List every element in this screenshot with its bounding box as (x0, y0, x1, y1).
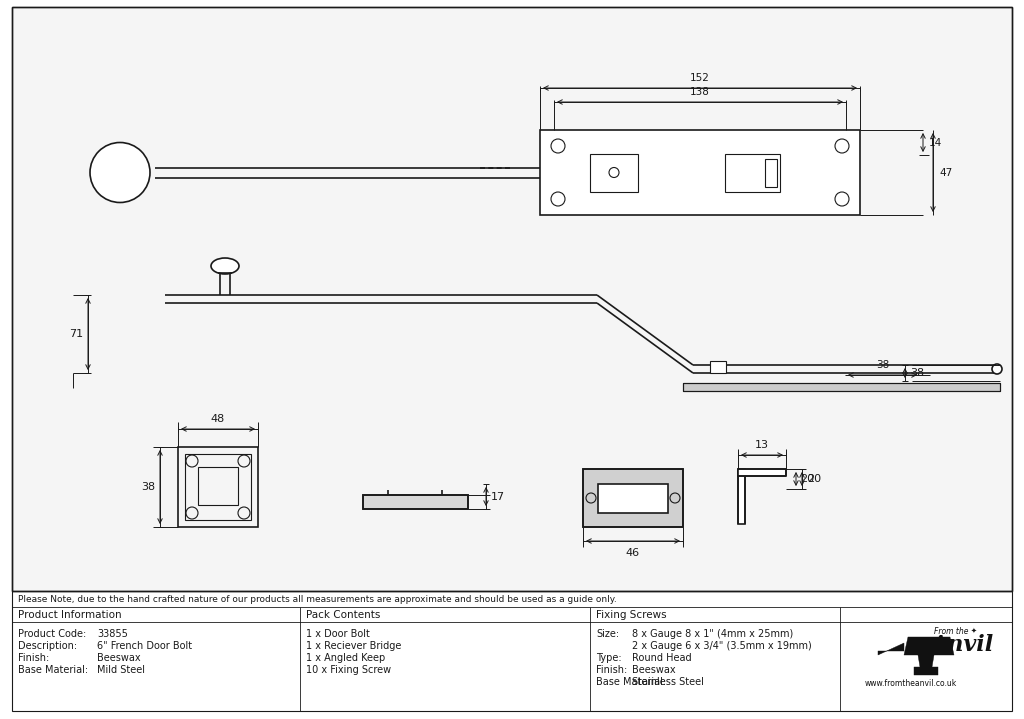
Text: 17: 17 (490, 492, 505, 501)
Polygon shape (904, 637, 954, 655)
Text: 33855: 33855 (97, 629, 128, 639)
Text: Size:: Size: (596, 629, 620, 639)
Text: 2 x Gauge 6 x 3/4" (3.5mm x 19mm): 2 x Gauge 6 x 3/4" (3.5mm x 19mm) (632, 641, 812, 651)
Text: 38: 38 (141, 482, 155, 492)
Circle shape (992, 364, 1002, 374)
Text: Description:: Description: (18, 641, 77, 651)
Bar (738, 469, 786, 476)
Text: Fixing Screws: Fixing Screws (596, 610, 667, 620)
Text: 47: 47 (939, 168, 952, 178)
Text: 38: 38 (876, 360, 889, 370)
Text: Base Material:: Base Material: (18, 665, 88, 675)
Text: Please Note, due to the hand crafted nature of our products all measurements are: Please Note, due to the hand crafted nat… (18, 595, 616, 603)
Ellipse shape (211, 258, 239, 274)
Bar (540, 130, 860, 215)
Text: Beeswax: Beeswax (632, 665, 676, 675)
Text: Round Head: Round Head (632, 653, 691, 663)
Text: 1 x Angled Keep: 1 x Angled Keep (306, 653, 385, 663)
Text: 71: 71 (69, 329, 83, 339)
Text: 8 x Gauge 8 x 1" (4mm x 25mm): 8 x Gauge 8 x 1" (4mm x 25mm) (632, 629, 794, 639)
Polygon shape (914, 667, 938, 675)
Bar (12, 591, 1012, 711)
Text: 1 x Reciever Bridge: 1 x Reciever Bridge (306, 641, 401, 651)
Text: 138: 138 (690, 87, 710, 97)
Text: 6" French Door Bolt: 6" French Door Bolt (97, 641, 193, 651)
Text: Stainless Steel: Stainless Steel (632, 677, 703, 687)
Bar (590, 153, 638, 191)
Bar (683, 383, 1000, 391)
Text: Base Material:: Base Material: (596, 677, 667, 687)
Bar (198, 467, 238, 505)
Text: Type:: Type: (596, 653, 622, 663)
Text: 152: 152 (690, 73, 710, 83)
Text: Beeswax: Beeswax (97, 653, 140, 663)
Text: 10 x Fixing Screw: 10 x Fixing Screw (306, 665, 391, 675)
Bar (738, 469, 745, 524)
Text: Product Information: Product Information (18, 610, 122, 620)
Text: Mild Steel: Mild Steel (97, 665, 145, 675)
Bar (598, 484, 668, 513)
Bar (683, 383, 1000, 391)
Text: ✦: ✦ (971, 628, 977, 634)
Text: From the: From the (934, 626, 969, 636)
Bar (765, 158, 777, 186)
Bar (178, 447, 258, 527)
Text: 46: 46 (626, 548, 640, 558)
Text: 48: 48 (211, 414, 225, 424)
Text: Pack Contents: Pack Contents (306, 610, 380, 620)
Bar (185, 454, 251, 520)
Polygon shape (918, 655, 934, 667)
Bar (710, 361, 726, 373)
Text: 13: 13 (755, 440, 769, 450)
Text: Anvil: Anvil (931, 634, 994, 656)
Text: Finish:: Finish: (18, 653, 49, 663)
Text: 1 x Door Bolt: 1 x Door Bolt (306, 629, 370, 639)
Text: Finish:: Finish: (596, 665, 628, 675)
Bar (725, 153, 780, 191)
Text: 14: 14 (929, 137, 942, 147)
Text: www.fromtheanvil.co.uk: www.fromtheanvil.co.uk (865, 679, 957, 687)
Text: Product Code:: Product Code: (18, 629, 86, 639)
Polygon shape (878, 643, 904, 655)
Bar (12, 7, 1012, 591)
Bar (583, 469, 683, 527)
Circle shape (90, 142, 150, 203)
Text: 38: 38 (910, 368, 924, 378)
Bar (362, 495, 468, 509)
Bar (12, 7, 1012, 591)
Text: 20: 20 (800, 474, 814, 484)
Bar (583, 469, 683, 527)
Text: 20: 20 (807, 474, 821, 484)
Bar (362, 495, 468, 509)
